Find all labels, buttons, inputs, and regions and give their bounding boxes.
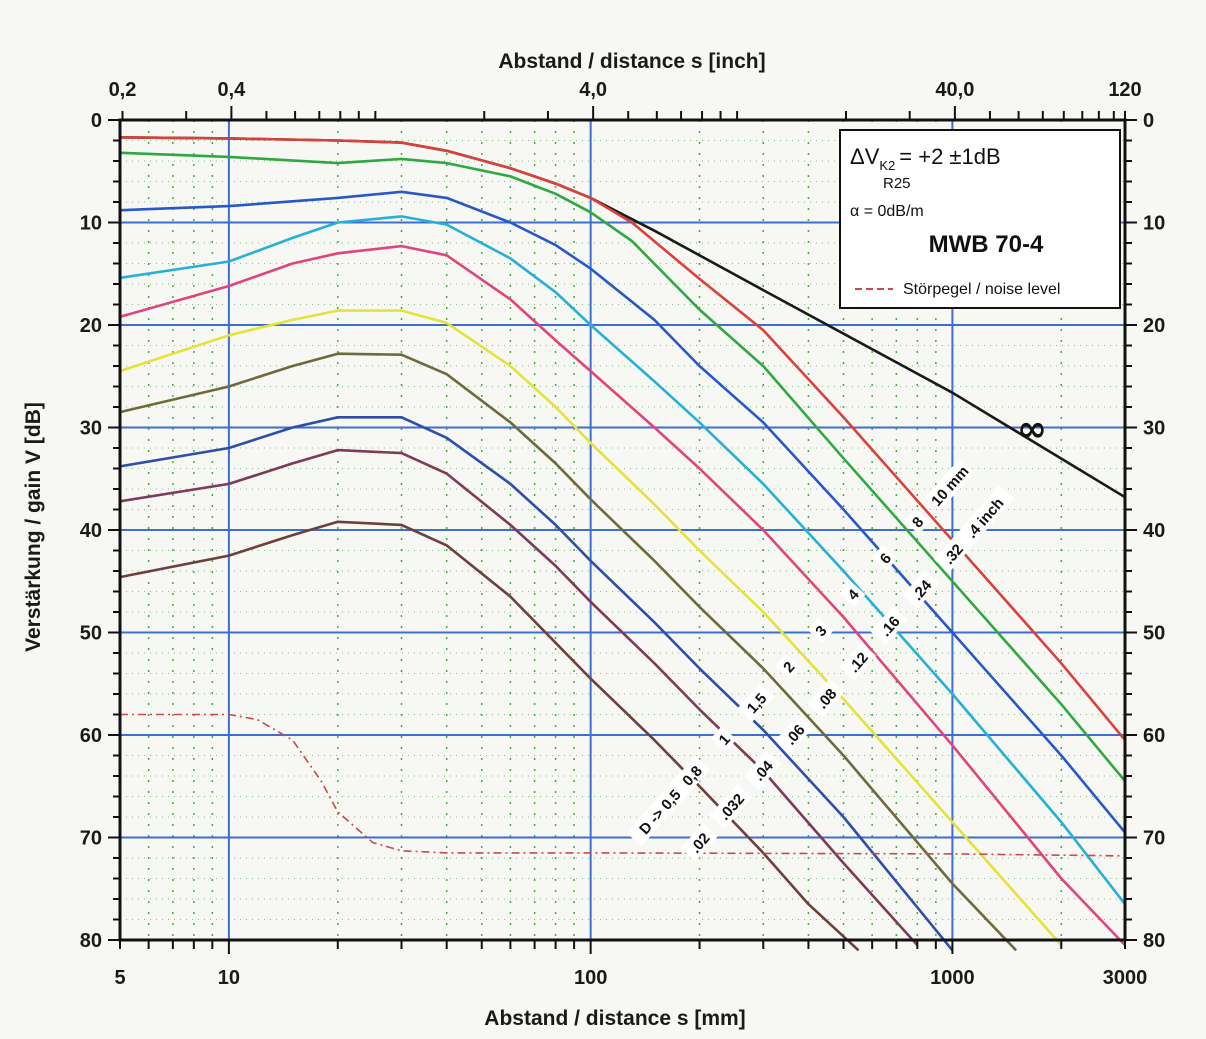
tick-marks xyxy=(108,106,1137,954)
y-tick-label-left: 10 xyxy=(80,213,102,235)
diameter-label-mm-bg xyxy=(904,508,931,535)
minor-grid xyxy=(120,120,1125,940)
diameter-label-mm-item: 4 xyxy=(839,581,866,607)
y-axis-title: Verstärkung / gain V [dB] xyxy=(22,402,45,652)
y-tick-label-left: 50 xyxy=(80,623,102,645)
diameter-label-mm-item: 6 xyxy=(871,544,898,571)
y-tick-label-right: 50 xyxy=(1143,623,1165,645)
diameter-label-mm-bg xyxy=(839,581,866,607)
y-tick-label-right: 80 xyxy=(1143,930,1165,952)
legend-probe: MWB 70-4 xyxy=(929,231,1044,258)
series-line-11 xyxy=(120,713,1126,857)
series-line-2 xyxy=(119,151,1127,782)
y-tick-label-left: 60 xyxy=(80,725,102,747)
y-tick-label-right: 70 xyxy=(1143,828,1165,850)
y-tick-label-right: 10 xyxy=(1143,213,1165,235)
x-tick-label-top: 4,0 xyxy=(579,79,607,101)
x-tick-label-top: 0,4 xyxy=(217,79,246,101)
diameter-label-inch-bg xyxy=(838,642,877,681)
y-tick-label-left: 30 xyxy=(80,418,102,440)
diameter-label-mm-bg xyxy=(924,459,974,511)
diameter-label-inch-bg xyxy=(933,534,972,573)
diameter-label-inch-bg xyxy=(743,750,782,790)
diameter-label-mm-item: 8 xyxy=(904,508,931,535)
series-line-4 xyxy=(119,215,1127,905)
x-tick-label-bottom: 5 xyxy=(114,967,125,989)
x-tick-label-bottom: 3000 xyxy=(1103,967,1148,989)
series-line-7 xyxy=(119,352,1018,952)
series-line-9 xyxy=(119,448,919,946)
y-tick-label-left: 40 xyxy=(80,520,102,542)
y-tick-label-right: 60 xyxy=(1143,725,1165,747)
diameter-label-inch-bg xyxy=(709,783,753,829)
y-tick-label-left: 0 xyxy=(91,110,102,132)
diameter-label-mm-bg xyxy=(871,544,898,571)
diameter-label-mm-item: 2 xyxy=(775,653,802,680)
diameter-label-inch-bg xyxy=(807,678,845,718)
legend-dvk-main: ΔV xyxy=(850,144,880,169)
x-tick-label-top: 0,2 xyxy=(109,79,137,101)
diameter-label-inch-bg xyxy=(680,823,718,862)
diameter-label-inch-bg xyxy=(954,485,1015,550)
diameter-label-mm-bg xyxy=(626,776,692,847)
legend-alpha: α = 0dB/m xyxy=(850,203,924,220)
diameter-label-mm-item: 1 xyxy=(710,726,737,752)
x-tick-label-bottom: 100 xyxy=(574,967,607,989)
legend-noise-label: Störpegel / noise level xyxy=(903,281,1060,298)
x-tick-label-top: 40,0 xyxy=(935,79,974,101)
y-tick-label-right: 40 xyxy=(1143,520,1165,542)
legend-dvk-sub: K2 xyxy=(879,158,895,173)
diameter-label-inch-bg xyxy=(870,606,908,645)
diameter-label-mm-bg xyxy=(710,726,737,752)
diameter-label-inch-bg xyxy=(775,714,813,754)
legend-dvk: ΔVK2 = +2 ±1dB xyxy=(850,144,1001,173)
series-line-5 xyxy=(119,244,1126,946)
y-tick-label-right: 20 xyxy=(1143,315,1165,337)
series-line-1 xyxy=(119,136,1127,741)
y-tick-label-left: 80 xyxy=(80,930,102,952)
series-line-6 xyxy=(119,309,1063,946)
y-tick-label-right: 0 xyxy=(1143,110,1154,132)
top-axis-title: Abstand / distance s [inch] xyxy=(498,50,765,73)
diameter-label-mm-bg xyxy=(807,617,834,644)
diameter-label-mm-bg xyxy=(672,755,711,795)
x-tick-label-top: 120 xyxy=(1108,79,1141,101)
x-tick-label-bottom: 1000 xyxy=(930,967,975,989)
series-line-10 xyxy=(119,520,860,952)
diameter-label-inch-bg xyxy=(902,570,940,609)
legend-dvk-sub2: R25 xyxy=(883,175,911,192)
diameter-label-mm-bg xyxy=(737,683,775,722)
bottom-axis-title: Abstand / distance s [mm] xyxy=(484,1007,745,1030)
diameter-label-mm-bg xyxy=(775,653,802,680)
y-tick-label-left: 20 xyxy=(80,315,102,337)
diameter-label-mm-item: 3 xyxy=(807,617,834,644)
infinity-label: ∞ xyxy=(1017,409,1047,450)
x-tick-label-bottom: 10 xyxy=(218,967,240,989)
y-tick-label-left: 70 xyxy=(80,828,102,850)
legend: ΔVK2 = +2 ±1dB R25 α = 0dB/m MWB 70-4 Stö… xyxy=(839,129,1121,309)
legend-dvk-value: = +2 ±1dB xyxy=(899,144,1000,169)
tick-labels: 0 0 10 10 20 20 30 30 40 40 50 50 60 60 70 70 80 80 5 10 100… xyxy=(80,79,1166,989)
legend-box xyxy=(839,129,1121,309)
y-tick-label-right: 30 xyxy=(1143,418,1165,440)
